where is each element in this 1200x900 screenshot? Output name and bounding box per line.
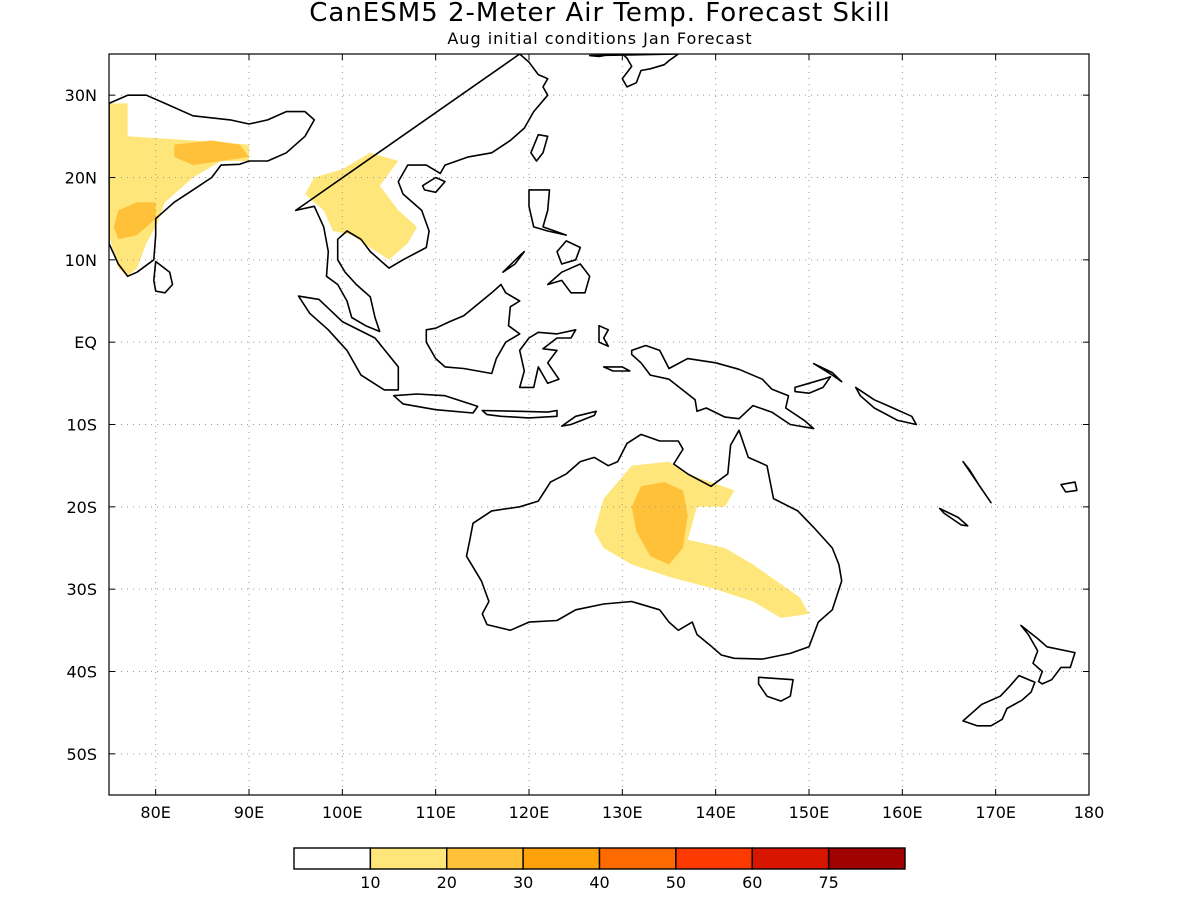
coastline-halmahera	[598, 324, 610, 348]
lat-tick-label: 20N	[65, 169, 97, 188]
coastline-sumatra	[297, 295, 400, 391]
colorbar-box	[522, 847, 601, 870]
coastline-visayas	[556, 240, 582, 265]
coastlines-layer	[109, 54, 1078, 727]
lon-tick-label: 140E	[695, 803, 736, 822]
colorbar-label: 50	[666, 873, 686, 892]
colorbar-box	[751, 847, 830, 870]
lon-tick-label: 90E	[234, 803, 264, 822]
coastline-hainan	[421, 176, 446, 194]
lat-tick-label: EQ	[74, 333, 97, 352]
coastline-nusa-tenggara	[481, 409, 558, 419]
lon-tick-label: 160E	[882, 803, 923, 822]
colorbar-box	[369, 847, 448, 870]
coastline-japan-korea	[588, 54, 680, 88]
colorbar-label: 10	[360, 873, 380, 892]
coastline-fiji	[1060, 481, 1078, 493]
lon-tick-label: 110E	[415, 803, 456, 822]
skill-region-indochina	[305, 152, 417, 260]
coastline-nz-north-island	[1020, 624, 1076, 685]
coastline-timor	[560, 410, 598, 427]
coastline-mindanao	[546, 263, 591, 294]
coastline-new-ireland	[812, 362, 843, 383]
lat-tick-label: 30N	[65, 86, 97, 105]
colorbar-box	[675, 847, 753, 870]
coastline-new-caledonia	[938, 507, 969, 527]
skill-region-australia-core	[631, 482, 688, 565]
colorbar-label: 60	[742, 873, 762, 892]
colorbar-box	[293, 847, 372, 870]
colorbar-label: 75	[818, 873, 838, 892]
chart-title: CanESM5 2-Meter Air Temp. Forecast Skill	[309, 0, 891, 28]
colorbar-label: 30	[513, 873, 533, 892]
coastline-luzon	[528, 189, 568, 236]
lat-tick-label: 30S	[66, 580, 97, 599]
coastline-seram	[602, 366, 631, 372]
lon-tick-label: 130E	[602, 803, 643, 822]
lat-tick-label: 40S	[66, 663, 97, 682]
lat-tick-label: 50S	[66, 745, 97, 764]
skill-region-india-core-east	[174, 140, 249, 166]
coastline-se-asia-china	[294, 54, 549, 333]
coastline-java	[392, 393, 479, 414]
lat-tick-label: 20S	[66, 498, 97, 517]
skill-region-india-core-south	[113, 202, 156, 240]
lon-tick-label: 100E	[322, 803, 363, 822]
coastline-tasmania	[757, 676, 794, 702]
coastline-sulawesi	[518, 328, 577, 389]
coastline-india	[109, 94, 316, 278]
coastline-vanuatu	[962, 460, 992, 504]
lon-tick-label: 170E	[975, 803, 1016, 822]
coastline-taiwan	[530, 133, 549, 162]
colorbar-box	[598, 847, 677, 870]
lon-tick-label: 180	[1074, 803, 1105, 822]
coastline-sri-lanka	[153, 260, 174, 294]
colorbar-box	[446, 847, 524, 870]
colorbar-label: 40	[589, 873, 609, 892]
lon-tick-label: 80E	[140, 803, 170, 822]
chart-subtitle: Aug initial conditions Jan Forecast	[447, 29, 753, 48]
colorbar-box	[827, 847, 906, 870]
lat-tick-label: 10S	[66, 416, 97, 435]
axis-ticks: 80E 90E 100E 110E 120E 130E 140E 150E 160E 170E 18…	[65, 54, 1105, 822]
coastline-new-britain	[794, 375, 832, 395]
coastline-solomons	[854, 386, 918, 426]
gridlines	[109, 54, 1089, 795]
coastline-borneo	[425, 283, 521, 375]
coastline-new-guinea	[630, 344, 815, 430]
lon-tick-label: 120E	[509, 803, 550, 822]
coastline-nz-south-island	[962, 674, 1036, 727]
skill-shading-layer	[109, 103, 809, 618]
coastline-palawan	[502, 250, 526, 274]
coastline-australia	[465, 429, 843, 660]
colorbar-label: 20	[437, 873, 457, 892]
lat-tick-label: 10N	[65, 251, 97, 270]
lon-tick-label: 150E	[789, 803, 830, 822]
